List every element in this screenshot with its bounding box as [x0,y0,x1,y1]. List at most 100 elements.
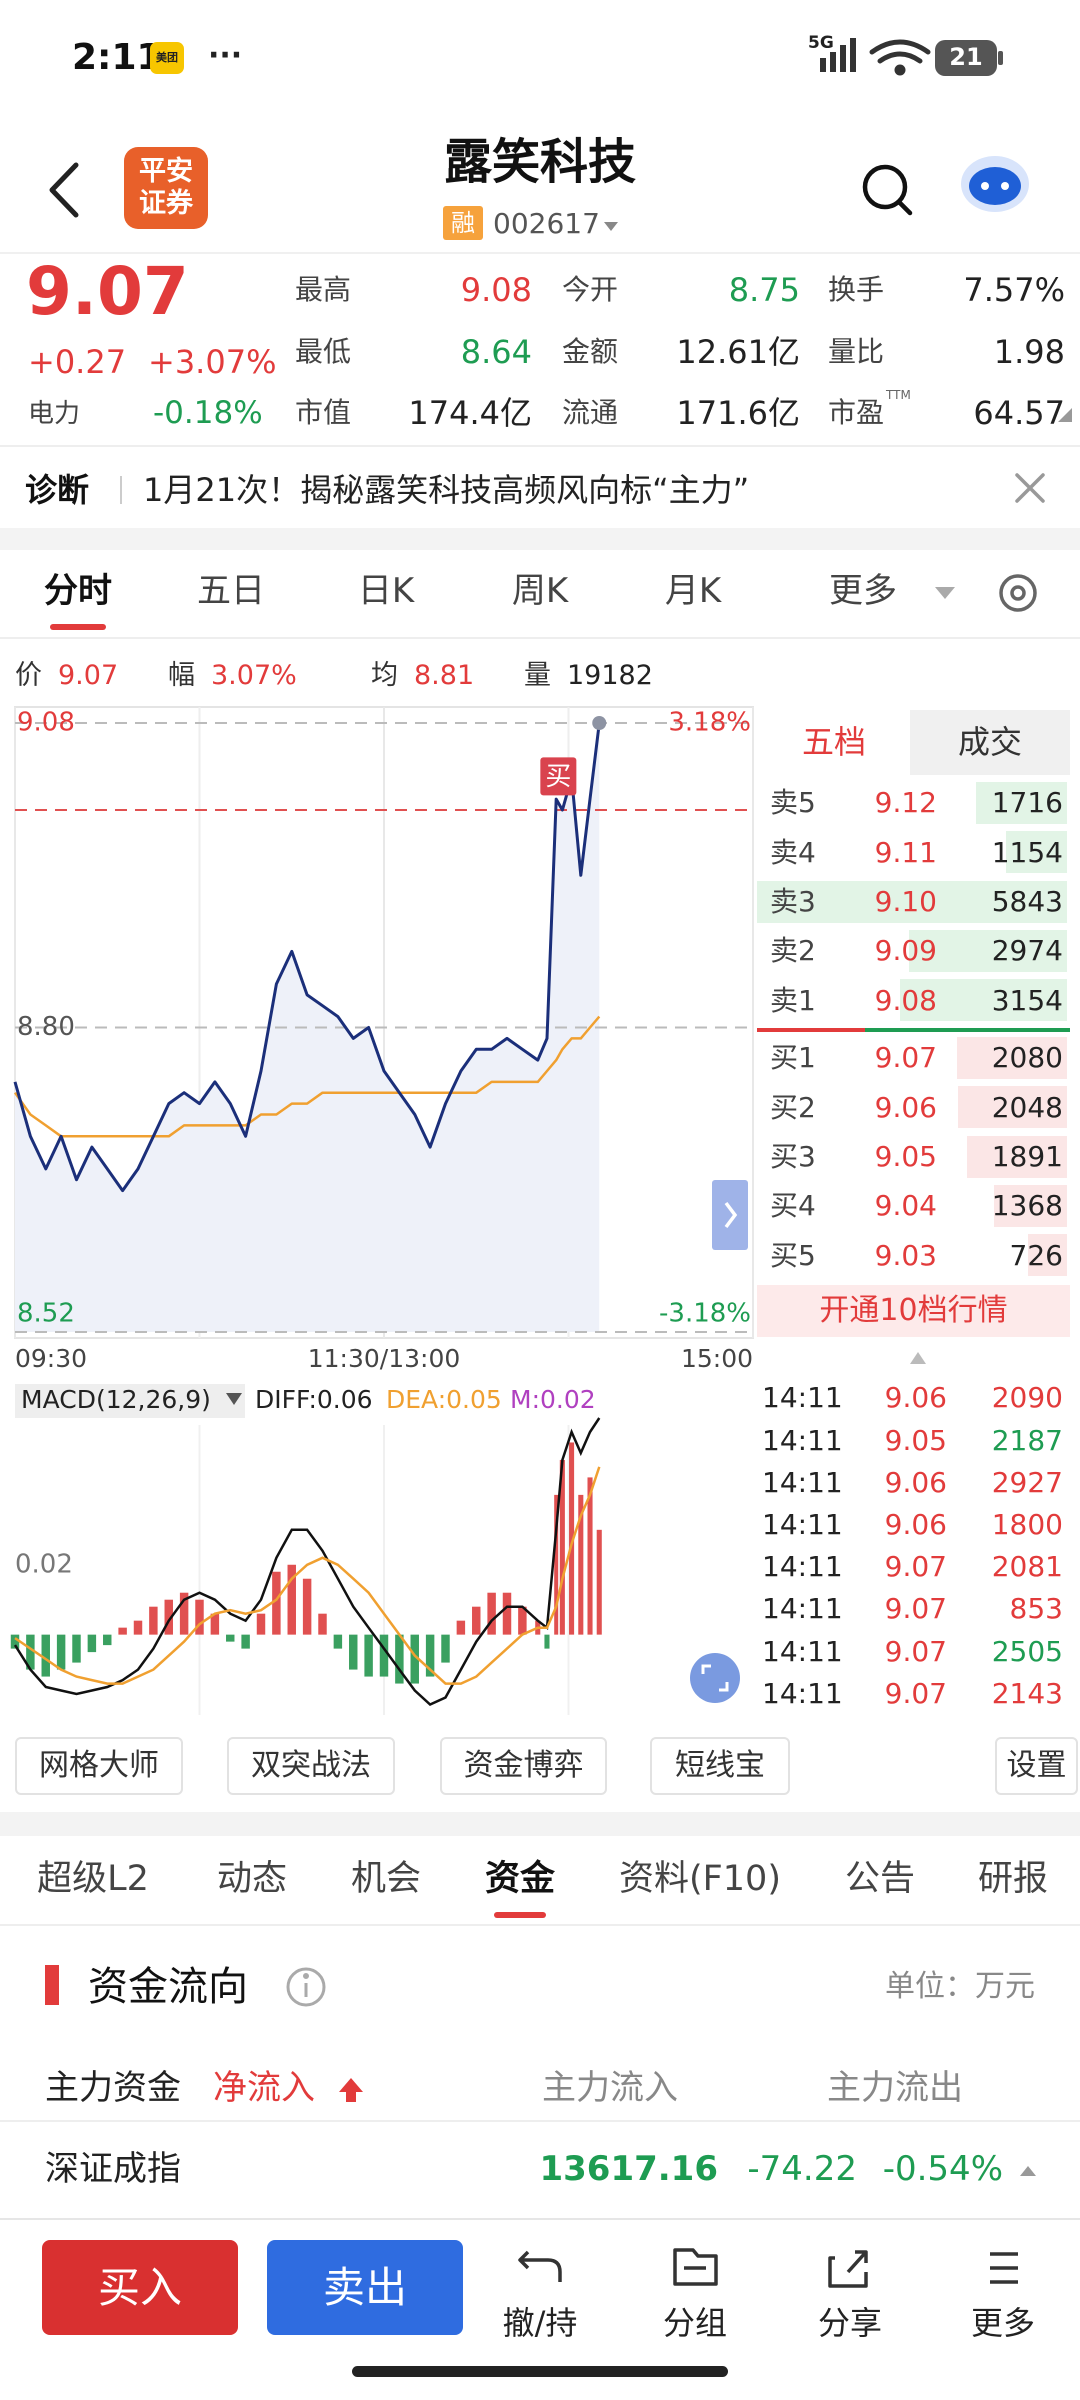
upgrade-button[interactable]: 开通10档行情 [757,1285,1070,1337]
chart-tab[interactable]: 周K [511,571,569,612]
nav-label[interactable]: 更多 [970,2303,1035,2342]
chart-area: 09:30 11:30/13:00 15:00 9.08 8.80 8.52 3.18% -3… [10,706,754,1715]
nav-label[interactable]: 分组 [662,2303,727,2342]
macd-bar [587,1477,593,1635]
sell-button[interactable]: 卖出 [267,2240,463,2335]
macd-bar [349,1634,358,1670]
nav-label[interactable]: 分享 [817,2303,882,2342]
macd-bar [395,1634,404,1684]
settings-button[interactable]: 设置 [995,1737,1078,1795]
info-value: 9.07 [58,660,119,692]
book-label: 卖5 [770,786,816,820]
buy-button[interactable]: 买入 [42,2240,238,2335]
more-icon[interactable] [990,2252,1018,2284]
section-tab[interactable]: 超级L2 [37,1858,149,1899]
volume-bar [966,1135,1067,1178]
book-tab[interactable]: 五档 [801,722,866,761]
stat-label: 最低 [295,335,352,369]
info-label: 量 [524,660,551,692]
macd-title-box [15,1384,245,1418]
section-tab[interactable]: 公告 [844,1858,915,1899]
volume-bar [899,979,1067,1022]
chart-tab[interactable]: 分时 [44,571,112,612]
x-tick-label: 15:00 [681,1344,753,1373]
chart-tab[interactable]: 更多 [829,571,897,612]
macd-bar [318,1613,327,1635]
macd-bar [149,1606,158,1635]
price-change: +0.27 [28,342,127,381]
macd-bar [544,1634,550,1649]
stat-value: 174.4亿 [408,393,532,432]
buy-marker [540,757,577,796]
trade-time: 14:11 [762,1381,843,1415]
book-label: 买1 [770,1041,816,1075]
volume-bar [1028,1234,1067,1277]
nav-label[interactable]: 撤/持 [502,2303,578,2342]
trade-price: 9.07 [884,1676,947,1710]
separator [0,1812,1080,1836]
trade-volume: 853 [1009,1592,1063,1626]
macd-bar [456,1620,466,1635]
book-price: 9.11 [874,835,937,869]
book-volume: 2974 [991,934,1063,968]
cancel-icon[interactable] [518,2250,562,2282]
trade-time: 14:11 [762,1423,843,1457]
group-icon[interactable] [673,2248,718,2286]
section-tab[interactable]: 资料(F10) [619,1858,781,1899]
index-toggle-icon[interactable] [1020,2166,1036,2176]
trade-volume: 2081 [991,1550,1063,1584]
sector-name: 电力 [28,398,81,429]
trade-price: 9.07 [884,1592,947,1626]
tool-button[interactable]: 资金博弈 [440,1737,607,1795]
diagnosis-text[interactable]: 1月21次！揭秘露笑科技高频风向标“主力” [143,470,750,509]
trade-volume: 2927 [991,1465,1063,1499]
trade-time: 14:11 [762,1508,843,1541]
book-label: 买4 [770,1189,816,1223]
macd-bar [559,1459,565,1635]
macd-bar [578,1494,584,1635]
trade-time: 14:11 [762,1676,843,1710]
tool-button[interactable]: 双突战法 [227,1737,395,1795]
share-icon[interactable] [828,2250,868,2288]
chart-tab[interactable]: 日K [357,571,415,612]
y-tick-label: 8.52 [17,1299,75,1329]
index-change: -74.22 [747,2149,857,2190]
chart-tab[interactable]: 月K [664,571,722,612]
book-label: 卖4 [770,835,816,869]
macd-title: MACD(12,26,9) [21,1385,211,1414]
macd-bar [302,1578,312,1635]
info-label: 幅 [168,660,195,692]
battery-level: 21 [949,43,983,72]
book-label: 卖3 [770,885,816,918]
stat-value: 9.08 [460,270,532,309]
tool-button[interactable]: 短线宝 [650,1737,790,1795]
macd-bar [379,1634,389,1677]
y2-tick-label: -3.18% [659,1299,751,1329]
section-tab[interactable]: 资金 [484,1858,555,1899]
diagnosis-label: 诊断 [25,470,90,509]
macd-bar [41,1634,50,1677]
book-volume: 1368 [991,1189,1063,1223]
book-price: 9.12 [874,786,937,820]
trade-time: 14:11 [762,1465,843,1499]
separator [0,528,1080,550]
book-volume: 1891 [991,1140,1063,1173]
fund-outflow: 主力流出 [827,2068,963,2109]
chart-tab[interactable]: 五日 [197,571,265,612]
book-tab[interactable]: 成交 [957,722,1022,761]
book-volume: 1154 [991,835,1063,869]
info-value: 19182 [567,660,653,692]
divider [0,445,1080,447]
section-tab[interactable]: 动态 [216,1858,287,1899]
trade-volume: 2090 [991,1381,1063,1415]
macd-bar [164,1599,173,1635]
book-volume: 726 [1009,1238,1063,1272]
tool-button[interactable]: 网格大师 [15,1737,183,1795]
last-price: 9.07 [26,252,189,330]
info-icon[interactable] [286,1967,326,2007]
section-tab[interactable]: 机会 [350,1858,421,1899]
x-tick-label: 11:30/13:00 [308,1344,461,1373]
section-tab[interactable]: 研报 [977,1858,1048,1899]
margin-tag: 融 [443,206,483,240]
